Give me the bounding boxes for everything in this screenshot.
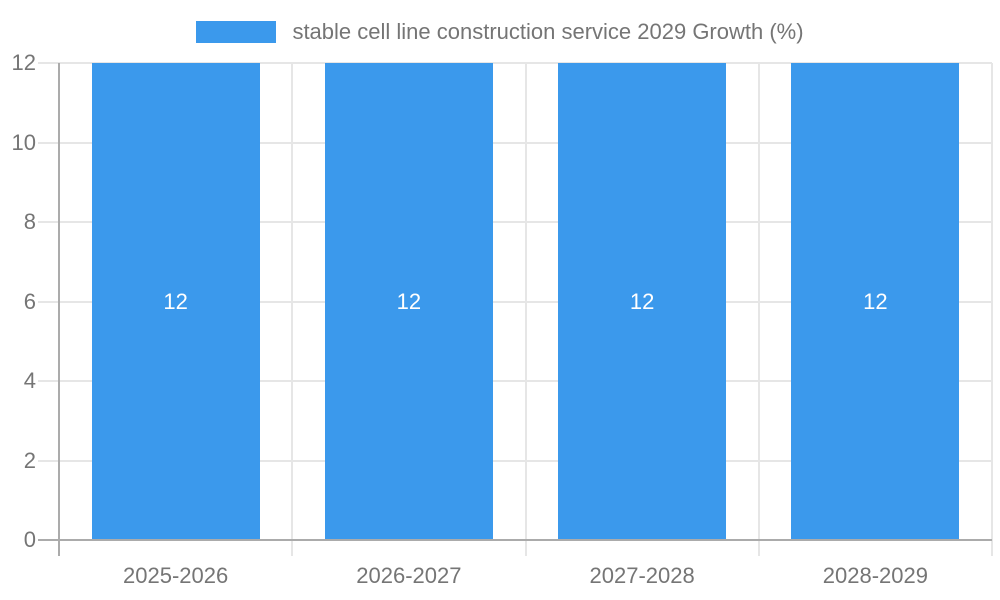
gridline-h (38, 62, 992, 64)
y-axis-line (58, 63, 60, 556)
bar-value-label: 12 (396, 288, 422, 314)
bar-value-label: 12 (863, 288, 888, 314)
y-tick-label: 6 (23, 288, 36, 314)
bar[interactable] (324, 63, 493, 540)
chart-legend[interactable]: stable cell line construction service 20… (0, 10, 1000, 54)
gridline-v (757, 63, 760, 556)
bar[interactable] (558, 63, 727, 540)
y-tick-label: 10 (11, 129, 36, 155)
bar[interactable] (91, 63, 260, 540)
gridline-h (38, 221, 992, 223)
x-axis-label: 2028-2029 (822, 563, 928, 588)
x-axis-label: 2025-2026 (123, 563, 229, 588)
gridline-v (291, 63, 294, 556)
gridline-v (524, 63, 527, 556)
bar-value-label: 12 (163, 288, 188, 314)
x-axis-label: 2027-2028 (589, 563, 695, 588)
x-axis-label: 2026-2027 (356, 563, 462, 588)
gridline-h (38, 300, 992, 303)
legend-label: stable cell line construction service 20… (292, 19, 804, 44)
y-tick-label: 0 (23, 527, 36, 552)
bar[interactable] (791, 63, 960, 540)
y-tick-label: 2 (23, 447, 36, 473)
gridline-v (991, 63, 993, 556)
x-axis-line (38, 539, 992, 541)
gridline-h (38, 380, 992, 382)
gridline-h (38, 459, 992, 462)
bar-value-label: 12 (629, 288, 655, 314)
gridline-h (38, 141, 992, 144)
y-tick-label: 8 (23, 209, 36, 234)
y-tick-label: 4 (23, 368, 36, 393)
legend-swatch-icon (196, 21, 277, 43)
y-tick-label: 12 (11, 50, 36, 75)
